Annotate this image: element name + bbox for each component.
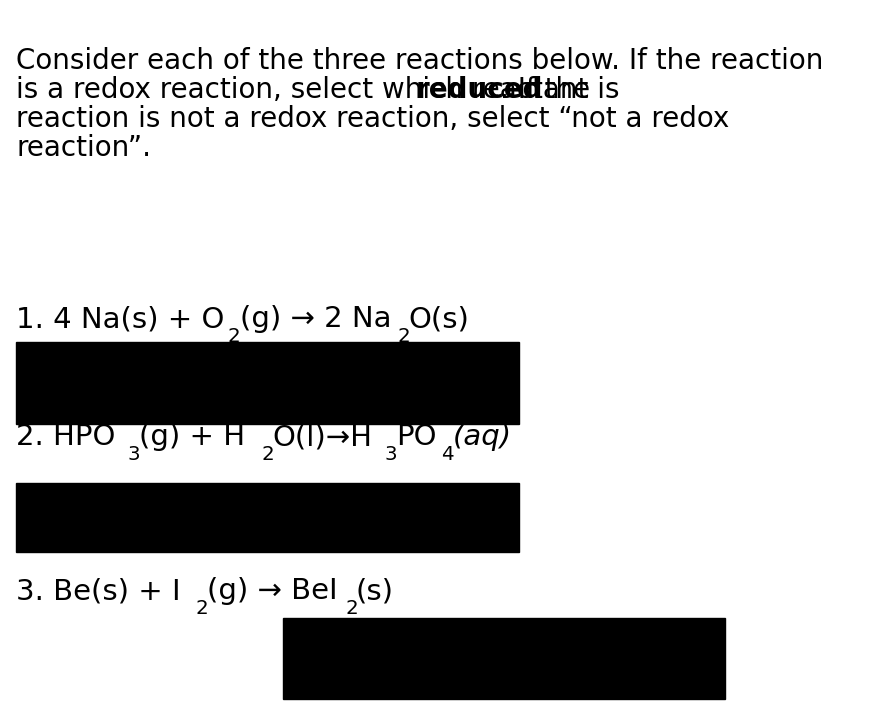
Text: is a redox reaction, select which reactant is: is a redox reaction, select which reacta… [16,76,628,104]
Bar [282,618,725,699]
Text: Consider each of the three reactions below. If the reaction: Consider each of the three reactions bel… [16,47,824,75]
Text: (g) + H: (g) + H [139,424,246,451]
Text: 1. 4 Na(s) + O: 1. 4 Na(s) + O [16,306,224,333]
Text: 3: 3 [385,445,397,464]
Text: 2: 2 [397,327,410,346]
Text: reduced: reduced [415,76,543,104]
Text: (g) → BeI: (g) → BeI [207,578,338,605]
Text: 2. HPO: 2. HPO [16,424,115,451]
Bar [16,483,519,552]
Bar [16,342,519,424]
Text: (g) → 2 Na: (g) → 2 Na [240,306,392,333]
Text: . If the: . If the [500,76,590,104]
Text: 2: 2 [196,599,209,618]
Text: reaction”.: reaction”. [16,134,151,162]
Text: 4: 4 [442,445,454,464]
Text: (s): (s) [356,578,393,605]
Text: 3: 3 [128,445,140,464]
Text: 3. Be(s) + I: 3. Be(s) + I [16,578,181,605]
Text: (aq): (aq) [452,424,512,451]
Text: 2: 2 [228,327,240,346]
Text: reaction is not a redox reaction, select “not a redox: reaction is not a redox reaction, select… [16,105,730,133]
Text: O(s): O(s) [408,306,469,333]
Text: 2: 2 [346,599,358,618]
Text: O(l)→H: O(l)→H [272,424,372,451]
Text: 2: 2 [261,445,274,464]
Text: PO: PO [396,424,436,451]
